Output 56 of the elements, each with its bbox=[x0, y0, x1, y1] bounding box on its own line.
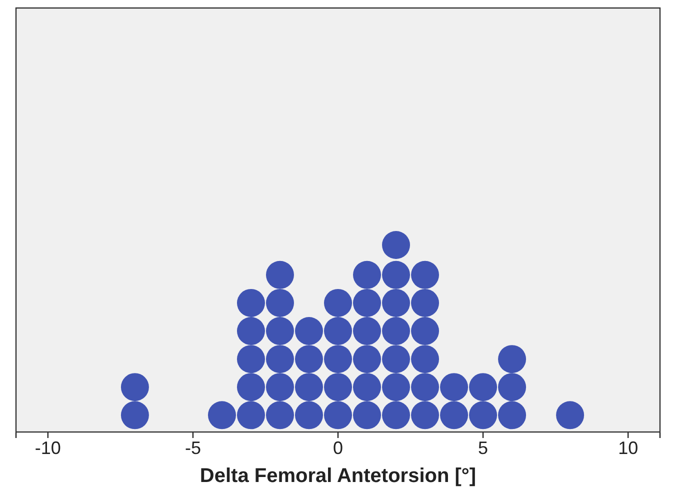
x-tick-label: 5 bbox=[478, 438, 488, 458]
point bbox=[266, 289, 294, 317]
point bbox=[498, 373, 526, 402]
point bbox=[266, 373, 294, 402]
point bbox=[120, 401, 149, 430]
point bbox=[324, 345, 352, 374]
point bbox=[353, 401, 382, 430]
point bbox=[498, 345, 526, 374]
point bbox=[556, 401, 584, 430]
point bbox=[294, 401, 323, 430]
point bbox=[294, 317, 323, 345]
x-tick-label: -5 bbox=[184, 438, 201, 458]
point bbox=[411, 260, 440, 289]
point bbox=[353, 260, 382, 289]
point bbox=[382, 231, 410, 259]
point bbox=[236, 401, 265, 430]
point bbox=[498, 401, 526, 430]
point bbox=[382, 260, 410, 289]
point bbox=[353, 373, 382, 402]
point bbox=[382, 401, 410, 430]
point bbox=[411, 345, 440, 374]
point bbox=[324, 317, 352, 345]
point bbox=[411, 401, 440, 430]
point bbox=[294, 345, 323, 374]
point bbox=[353, 345, 382, 374]
point bbox=[440, 373, 468, 402]
point bbox=[236, 289, 265, 317]
point bbox=[324, 373, 352, 402]
point bbox=[294, 373, 323, 402]
x-tick-label: 0 bbox=[332, 438, 344, 458]
point bbox=[469, 401, 498, 430]
point bbox=[236, 345, 265, 374]
point bbox=[324, 401, 352, 430]
point bbox=[440, 401, 468, 430]
point bbox=[353, 317, 382, 345]
point bbox=[411, 373, 440, 402]
point bbox=[382, 345, 410, 374]
point bbox=[236, 373, 265, 402]
x-axis-title: Delta Femoral Antetorsion [°] bbox=[200, 465, 476, 487]
point bbox=[411, 317, 440, 345]
point bbox=[382, 289, 410, 317]
point bbox=[469, 373, 498, 402]
point bbox=[266, 260, 294, 289]
point bbox=[236, 317, 265, 345]
point bbox=[266, 345, 294, 374]
x-tick-label: -10 bbox=[34, 438, 61, 458]
point bbox=[324, 289, 352, 317]
point bbox=[382, 317, 410, 345]
point bbox=[353, 289, 382, 317]
point bbox=[411, 289, 440, 317]
point bbox=[382, 373, 410, 402]
x-tick-label: 10 bbox=[618, 438, 638, 458]
point bbox=[266, 317, 294, 345]
point bbox=[120, 373, 149, 402]
point bbox=[266, 401, 294, 430]
point bbox=[208, 401, 236, 430]
